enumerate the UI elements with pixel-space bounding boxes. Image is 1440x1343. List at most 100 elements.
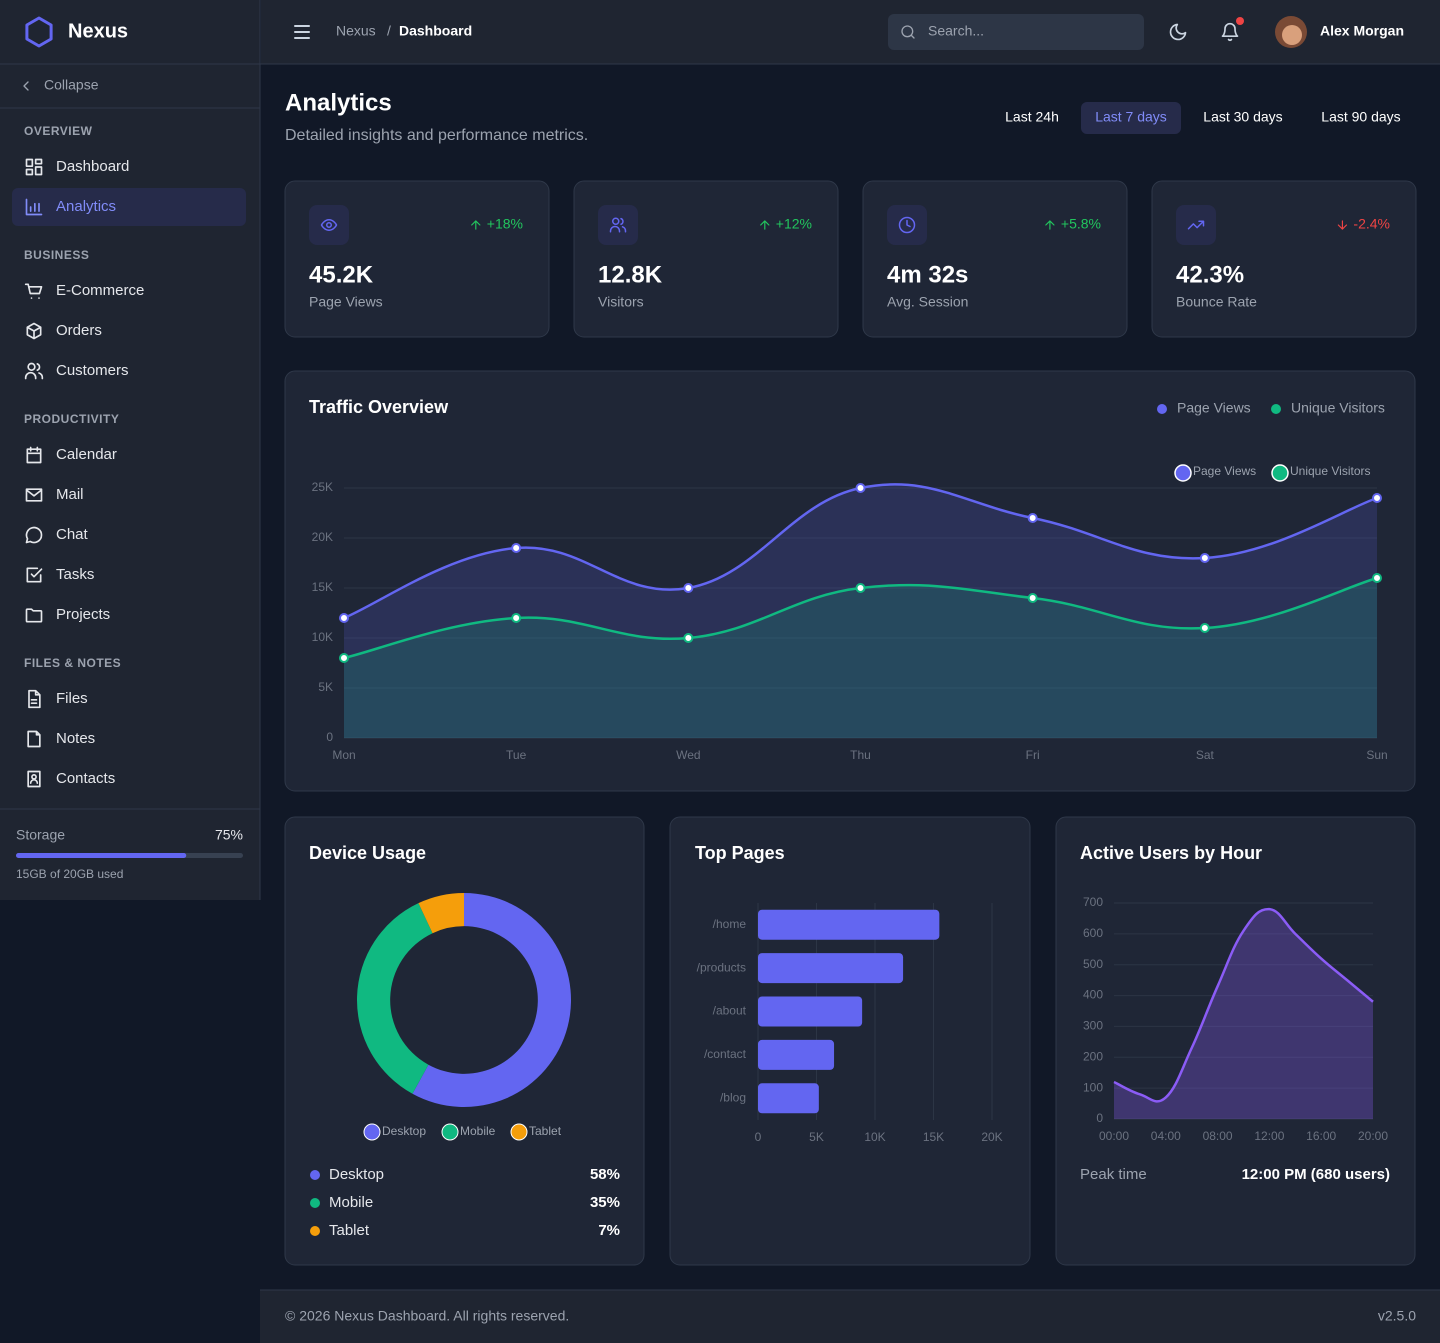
stat-change: +18% (487, 216, 523, 232)
y-tick-label: 5K (318, 680, 333, 694)
y-tick-label: 300 (1083, 1019, 1103, 1033)
notifications[interactable] (1221, 22, 1239, 42)
copyright: © 2026 Nexus Dashboard. All rights reser… (285, 1308, 569, 1324)
nav-icon[interactable] (25, 488, 43, 502)
legend-swatch (1271, 464, 1289, 482)
collapse-button[interactable]: Collapse (44, 77, 99, 93)
stat-icon-shape (898, 216, 916, 234)
x-tick-label: 08:00 (1203, 1129, 1233, 1143)
nav-item[interactable]: Tasks (56, 566, 94, 583)
nav-icon[interactable] (25, 198, 43, 216)
legend-label[interactable]: Unique Visitors (1290, 464, 1370, 478)
search-icon (901, 25, 915, 39)
nav-icon[interactable] (25, 526, 43, 544)
nav-icon-shape (25, 198, 43, 216)
nav-item[interactable]: E-Commerce (56, 282, 144, 299)
stat-label: Visitors (598, 294, 644, 310)
menu-button[interactable] (294, 25, 310, 39)
nav-icon-shape (27, 730, 41, 748)
y-tick-label: /about (713, 1004, 747, 1018)
nav-item[interactable]: Projects (56, 606, 110, 623)
point (1199, 553, 1210, 563)
nav-item[interactable]: Notes (56, 730, 95, 747)
nav-icon[interactable] (24, 362, 44, 380)
nav-icon[interactable] (26, 567, 43, 583)
legend-label[interactable]: Unique Visitors (1291, 400, 1385, 416)
nav-item[interactable]: Files (56, 690, 88, 707)
breadcrumb-link[interactable]: Nexus (336, 23, 376, 39)
legend-dot (1271, 404, 1281, 414)
nav-active-bg (12, 188, 246, 226)
area (1114, 909, 1373, 1119)
range-button[interactable]: Last 90 days (1321, 109, 1400, 125)
range-button[interactable]: Last 7 days (1095, 109, 1167, 125)
trend-arrow (471, 220, 481, 230)
x-tick-label: 12:00 (1254, 1129, 1284, 1143)
nav-icon-shape (28, 689, 41, 709)
page-title: Analytics (285, 89, 392, 116)
point (511, 613, 522, 623)
point (1199, 623, 1210, 633)
nav-item[interactable]: Calendar (56, 446, 117, 463)
device-name: Mobile (329, 1194, 373, 1211)
search-icon-shape (901, 25, 915, 39)
nav-item[interactable]: Contacts (56, 770, 115, 787)
nav-icon[interactable] (26, 322, 42, 340)
stat-label: Bounce Rate (1176, 294, 1257, 310)
chart-title: Device Usage (309, 843, 426, 863)
nav-item[interactable]: Chat (56, 526, 89, 543)
nav-item[interactable]: Dashboard (56, 158, 129, 175)
stat-value: 4m 32s (887, 261, 968, 288)
nav-item[interactable]: Analytics (56, 198, 116, 215)
stat-icon (320, 219, 338, 231)
nav-icon[interactable] (25, 158, 43, 176)
legend-label[interactable]: Mobile (460, 1124, 496, 1138)
legend-label[interactable]: Page Views (1193, 464, 1256, 478)
point (339, 613, 349, 623)
chart-title: Top Pages (695, 843, 785, 863)
theme-toggle-shape (1169, 23, 1187, 41)
x-tick-label: 20:00 (1358, 1129, 1388, 1143)
nav-icon[interactable] (25, 608, 43, 623)
legend-label[interactable]: Desktop (382, 1124, 426, 1138)
stat-label: Page Views (309, 294, 383, 310)
nav-icon[interactable] (27, 730, 41, 748)
y-tick-label: /home (713, 917, 747, 931)
point (855, 583, 866, 593)
theme-toggle[interactable] (1169, 23, 1187, 41)
stat-icon-shape (1187, 220, 1205, 230)
nav-item[interactable]: Mail (56, 486, 84, 503)
range-button[interactable]: Last 30 days (1203, 109, 1282, 125)
stat-card (284, 180, 550, 338)
point (1027, 513, 1038, 523)
bar (758, 953, 904, 984)
range-button[interactable]: Last 24h (1005, 109, 1059, 125)
nav-icon[interactable] (28, 689, 41, 709)
x-tick-label: 15K (923, 1130, 944, 1144)
nav-icon-shape (26, 446, 42, 464)
x-tick-label: Sat (1196, 748, 1215, 762)
search-box[interactable] (888, 14, 1144, 50)
user-name[interactable]: Alex Morgan (1320, 23, 1404, 39)
nav-icon[interactable] (24, 283, 43, 299)
nav-icon[interactable] (26, 446, 42, 464)
range-active-bg (1081, 102, 1181, 134)
nav-item[interactable]: Customers (56, 362, 129, 379)
device-percent: 58% (590, 1166, 620, 1183)
nav-icon-shape (24, 362, 44, 380)
x-tick-label: 10K (864, 1130, 885, 1144)
legend-label[interactable]: Tablet (529, 1124, 562, 1138)
version: v2.5.0 (1378, 1308, 1416, 1324)
sidebar (0, 0, 260, 900)
nav-item[interactable]: Orders (56, 322, 102, 339)
footer (260, 1290, 1440, 1343)
trend-arrow (760, 220, 770, 230)
x-tick-label: Sun (1366, 748, 1387, 762)
stat-change: +12% (776, 216, 812, 232)
legend-label[interactable]: Page Views (1177, 400, 1251, 416)
collapse-icon[interactable] (23, 81, 29, 91)
search-placeholder[interactable]: Search... (928, 23, 984, 39)
stat-icon-shape (320, 219, 338, 231)
nav-icon[interactable] (27, 770, 41, 788)
peak-label: Peak time (1080, 1166, 1147, 1183)
